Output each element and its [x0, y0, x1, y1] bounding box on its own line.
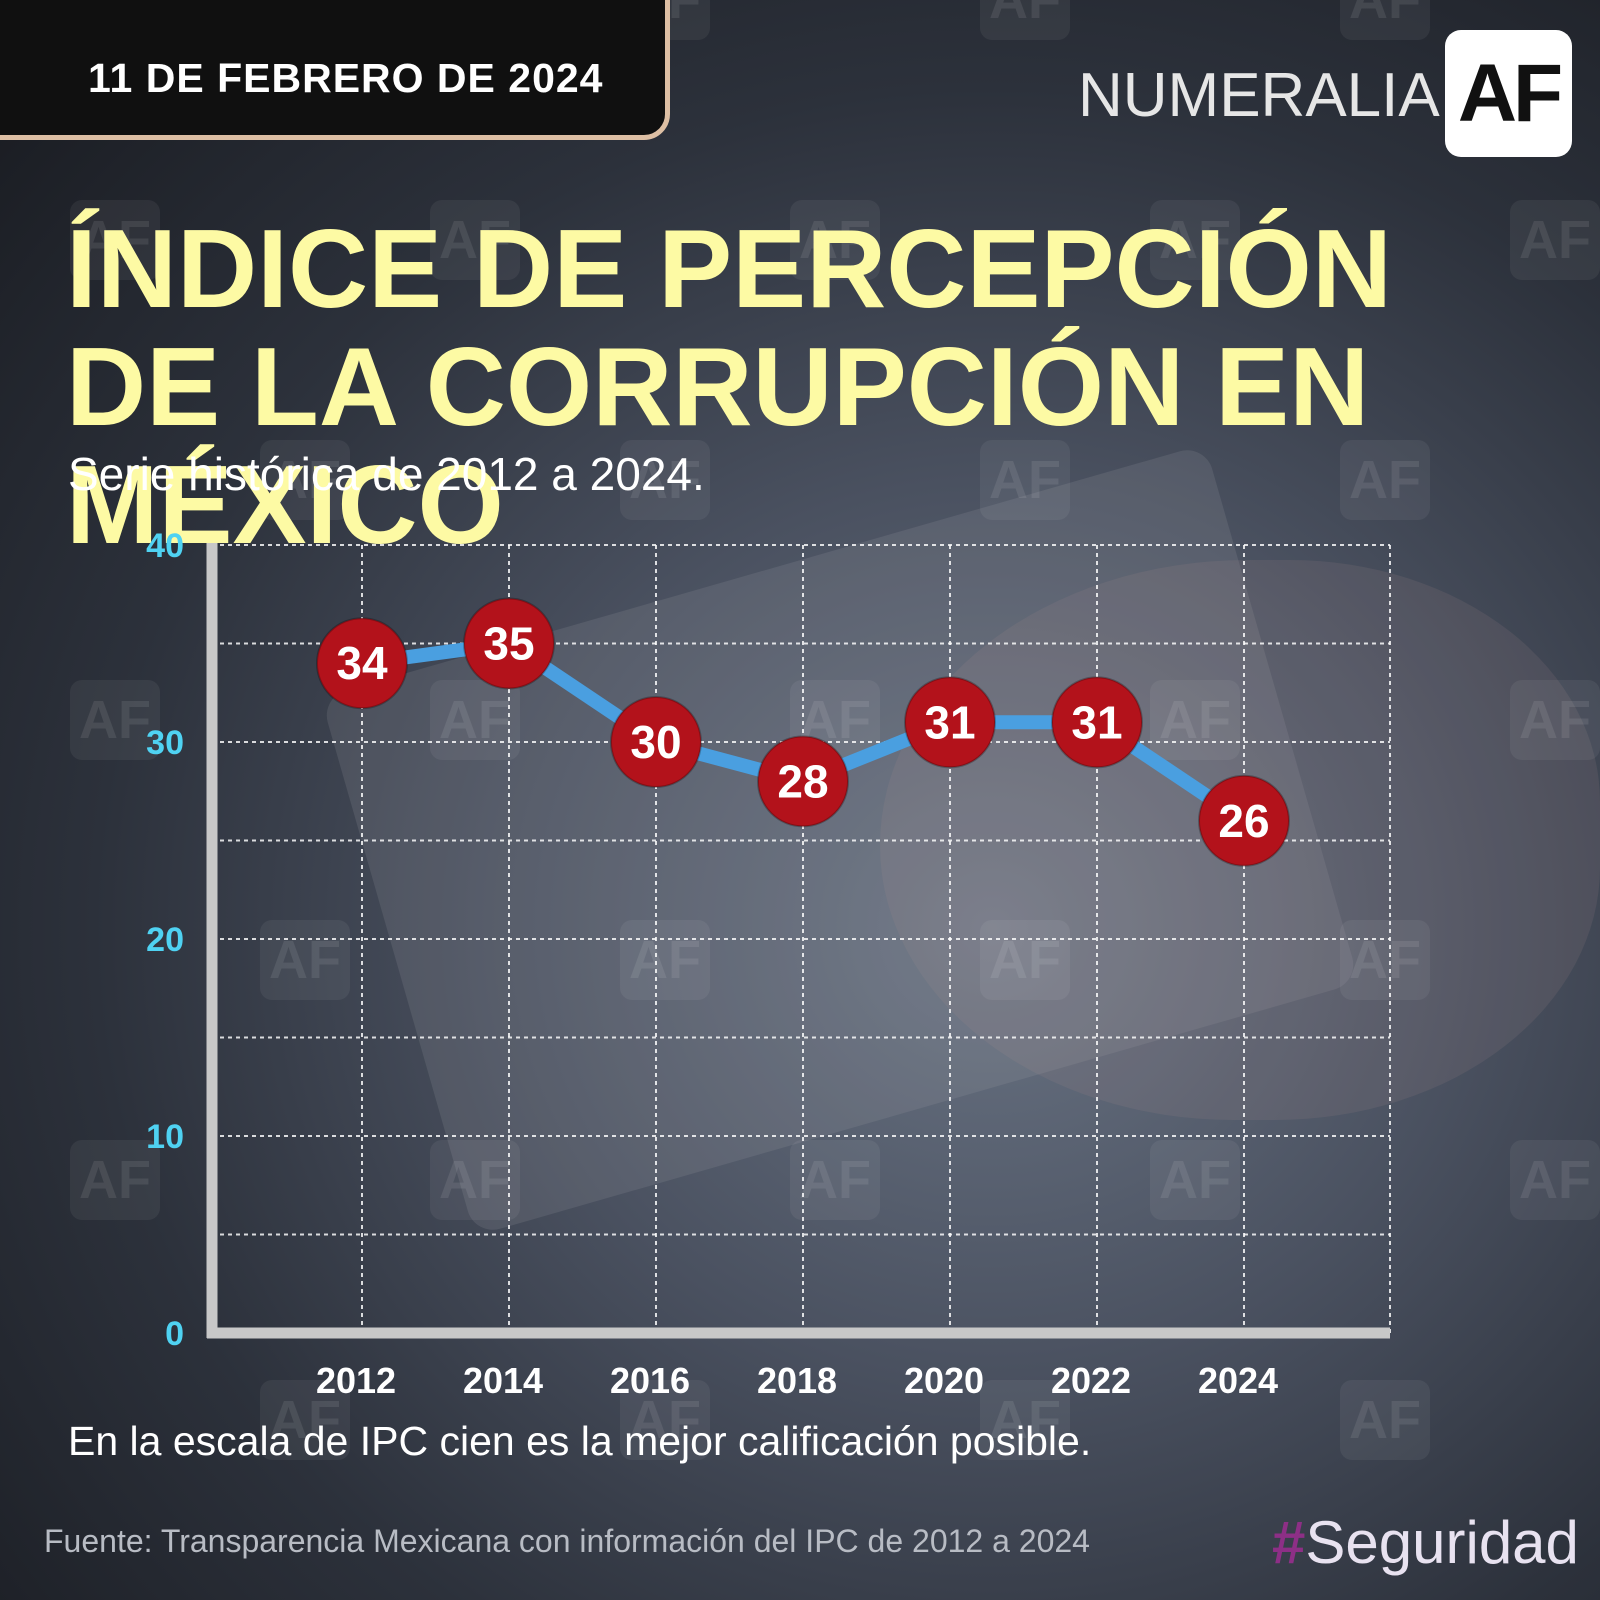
data-point-marker [463, 597, 555, 690]
data-point-label: 26 [1218, 795, 1269, 847]
data-point-marker [757, 735, 849, 828]
date-box [0, 0, 670, 140]
brand-name: NUMERALIA [1078, 61, 1440, 130]
data-point-label: 28 [777, 755, 828, 807]
watermark-logo: AF [620, 920, 710, 1000]
x-tick-label: 2018 [757, 1360, 837, 1401]
data-point-marker [1198, 774, 1290, 867]
watermark-logo: AF [980, 440, 1070, 520]
hashtag-text: Seguridad [1305, 1509, 1579, 1576]
watermark-logo: AF [430, 200, 520, 280]
y-tick-label: 40 [146, 527, 184, 565]
data-point-marker [904, 676, 996, 769]
data-point-marker [1051, 676, 1143, 769]
watermark-logo: AF [70, 1140, 160, 1220]
watermark-logo: AF [430, 680, 520, 760]
watermark-logo: AF [790, 680, 880, 760]
watermark-logo: AF [1340, 920, 1430, 1000]
data-point-marker [610, 696, 702, 788]
y-tick-label: 30 [146, 724, 184, 762]
scale-note: En la escala de IPC cien es la mejor cal… [68, 1418, 1092, 1464]
y-tick-label: 0 [165, 1315, 184, 1353]
hashtag-symbol: # [1272, 1509, 1306, 1576]
watermark-logo: AF [1150, 680, 1240, 760]
watermark-logo: AF [980, 1380, 1070, 1460]
x-axis-ticks: 2012 2014 2016 2018 2020 2022 2024 [316, 1360, 1278, 1401]
x-tick-label: 2024 [1198, 1360, 1278, 1401]
data-point-label: 34 [336, 637, 388, 689]
chart-axes [206, 543, 1390, 1339]
watermark-logo: AF [1340, 1380, 1430, 1460]
x-tick-label: 2020 [904, 1360, 984, 1401]
data-point-label: 35 [483, 618, 534, 670]
watermark-logo: AF [790, 1140, 880, 1220]
y-axis-ticks: 0 10 20 30 40 [146, 527, 184, 1353]
chart-series: 34 35 30 28 31 31 26 [316, 597, 1290, 867]
watermark-logo: AF [980, 920, 1070, 1000]
x-tick-label: 2022 [1051, 1360, 1131, 1401]
watermark-logo: AF [1340, 0, 1430, 40]
watermark-logo: AF [620, 440, 710, 520]
x-tick-label: 2014 [463, 1360, 543, 1401]
watermark-logo: AF [1150, 1140, 1240, 1220]
watermark-logo: AF [790, 200, 880, 280]
y-tick-label: 20 [146, 921, 184, 959]
data-point-label: 31 [1071, 696, 1122, 748]
watermark-logo: AF [1510, 200, 1600, 280]
watermark-logo: AF [1150, 200, 1240, 280]
watermark-logo: AF [70, 200, 160, 280]
watermark-logo: AF [1340, 440, 1430, 520]
watermark-logo: AF [260, 440, 350, 520]
x-tick-label: 2016 [610, 1360, 690, 1401]
hashtag-label: #Seguridad [1272, 1508, 1579, 1577]
data-point-label: 30 [630, 716, 681, 768]
watermark-logo: AF [1510, 1140, 1600, 1220]
watermark-logo: AF [260, 1380, 350, 1460]
brand-logo: AF [1445, 30, 1572, 157]
watermark-logo: AF [430, 1140, 520, 1220]
watermark-logo: AF [260, 920, 350, 1000]
watermark-logo: AF [1510, 680, 1600, 760]
watermark-logo: AF [70, 680, 160, 760]
watermark-logo: AF [620, 1380, 710, 1460]
page-subtitle: Serie histórica de 2012 a 2024. [68, 448, 705, 500]
y-tick-label: 10 [146, 1118, 184, 1156]
date-label: 11 DE FEBRERO DE 2024 [88, 55, 604, 101]
data-point-marker [316, 617, 408, 710]
data-point-label: 31 [924, 696, 975, 748]
x-tick-label: 2012 [316, 1360, 396, 1401]
source-note: Fuente: Transparencia Mexicana con infor… [44, 1523, 1090, 1559]
watermark-logo: AF [980, 0, 1070, 40]
